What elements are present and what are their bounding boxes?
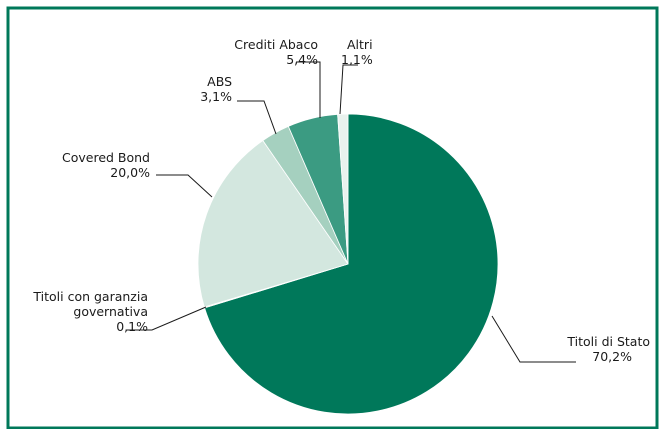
- slice-label-crediti-abaco: Crediti Abaco: [234, 37, 318, 52]
- chart-frame: [6, 6, 659, 429]
- pie-slice-covered-bond: [197, 139, 349, 308]
- leader-line-altri: [339, 64, 358, 115]
- leader-lines: [126, 61, 576, 363]
- leader-line-titoli-con-garanzia-governativa: [126, 306, 207, 331]
- slice-label-altri: Altri: [347, 37, 373, 52]
- slice-value-abs: 3,1%: [200, 89, 232, 104]
- slice-value-covered-bond: 20,0%: [110, 165, 150, 180]
- leader-line-crediti-abaco: [296, 61, 321, 118]
- slice-value-crediti-abaco: 5,4%: [286, 52, 318, 67]
- slice-label-covered-bond: Covered Bond: [62, 150, 150, 165]
- slice-value-altri: 1,1%: [341, 52, 373, 67]
- slice-label-titoli-con-garanzia-governativa: governativa: [73, 304, 148, 319]
- slice-label-titoli-di-stato: Titoli di Stato: [566, 334, 650, 349]
- slice-label-abs: ABS: [207, 74, 232, 89]
- pie-slices: [197, 113, 499, 415]
- slice-label-titoli-con-garanzia-governativa: Titoli con garanzia: [32, 289, 148, 304]
- leader-line-titoli-di-stato: [491, 315, 576, 363]
- pie-slice-altri: [337, 113, 349, 265]
- pie-slice-titoli-di-stato: [204, 113, 499, 415]
- leader-line-abs: [237, 100, 277, 135]
- slice-value-titoli-di-stato: 70,2%: [592, 349, 632, 364]
- leader-line-covered-bond: [156, 174, 213, 198]
- slice-value-titoli-con-garanzia-governativa: 0,1%: [116, 319, 148, 334]
